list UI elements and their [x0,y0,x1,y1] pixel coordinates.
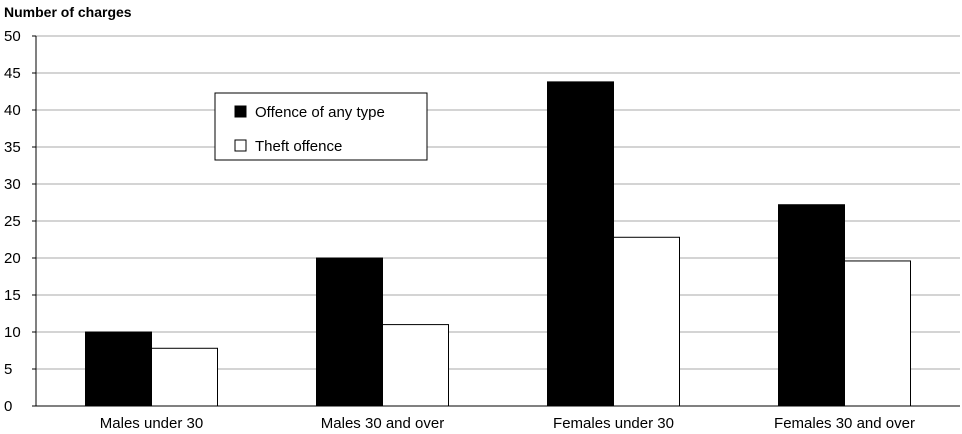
bar-theft [844,260,911,407]
y-tick-label: 40 [4,102,21,119]
gridlines [36,35,960,370]
x-tick-label: Females 30 and over [774,415,915,432]
y-tick-label: 20 [4,250,21,267]
legend-box [214,92,428,161]
y-tick-label: 15 [4,287,21,304]
legend-swatch-theft [234,139,247,152]
bar-theft [151,347,218,407]
bar-offence-any [547,81,614,407]
bars [85,81,911,407]
y-tick-label: 45 [4,65,21,82]
x-tick-label: Females under 30 [553,415,674,432]
x-tick-label: Males 30 and over [321,415,444,432]
bar-offence-any [316,257,383,407]
y-tick-labels: 0 5 10 15 20 25 30 35 40 45 50 [4,28,36,415]
bar-theft [613,236,680,407]
legend-label-offence-any: Offence of any type [255,104,385,121]
bar-offence-any [85,331,152,407]
legend-label-theft: Theft offence [255,138,342,155]
bar-theft [382,324,449,407]
y-tick-label: 5 [4,361,12,378]
y-tick-label: 25 [4,213,21,230]
y-tick-label: 50 [4,28,21,45]
x-tick-labels: Males under 30 Males 30 and over Females u… [100,415,915,432]
bar-offence-any [778,204,845,407]
y-tick-label: 0 [4,398,12,415]
y-tick-label: 35 [4,139,21,156]
y-axis-label: Number of charges [4,4,132,20]
legend-swatch-offence-any [234,105,247,118]
legend: Offence of any type Theft offence [214,92,428,161]
y-tick-label: 30 [4,176,21,193]
y-tick-label: 10 [4,324,21,341]
x-tick-label: Males under 30 [100,415,203,432]
